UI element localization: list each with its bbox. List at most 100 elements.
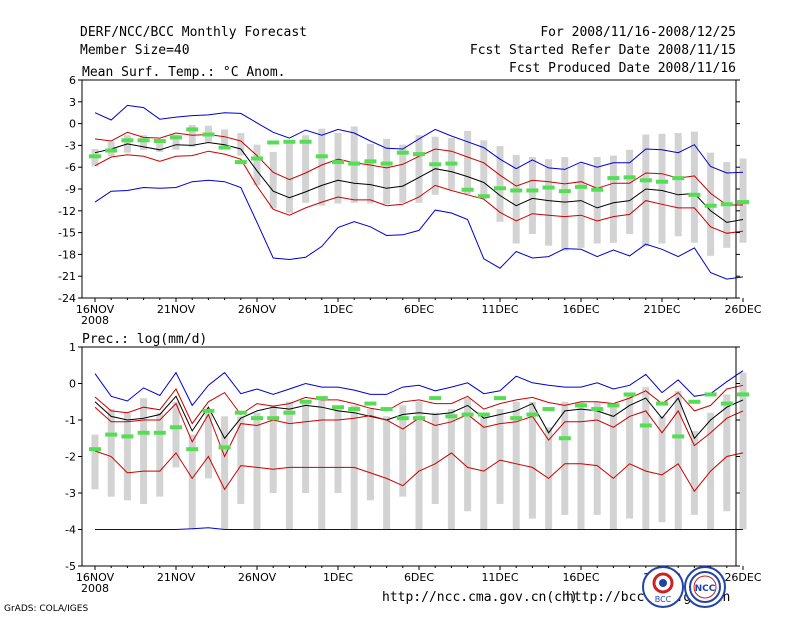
panel2-ensemble-mark <box>558 436 571 441</box>
panel1-ensemble-mark <box>461 187 474 192</box>
panel1-ensemble-mark <box>413 152 425 157</box>
panel1-spread-bar <box>318 128 326 206</box>
panel1-ytick-label: -24 <box>58 292 76 305</box>
panel1-spread-bar <box>658 133 666 244</box>
panel2-series-member-min <box>95 527 743 530</box>
panel2-ytick-label: 1 <box>69 341 76 354</box>
panel1-spread-bar <box>156 141 164 152</box>
panel2-ensemble-mark <box>672 434 685 439</box>
panel2-spread-bar <box>221 416 229 530</box>
panel2-ensemble-mark <box>89 447 101 452</box>
panel1-ensemble-mark <box>251 156 263 161</box>
panel2-spread-bar <box>302 401 310 493</box>
panel1-ensemble-mark <box>186 127 199 132</box>
panel2-ensemble-mark <box>494 396 506 401</box>
panel2-spread-bar <box>561 401 569 515</box>
panel1-ytick-label: -12 <box>58 205 76 218</box>
panel1-spread-bar <box>545 159 553 246</box>
panel2-xtick-label: 26DEC <box>724 571 761 584</box>
panel1-ensemble-mark <box>558 189 571 194</box>
panel1-spread-bar <box>528 157 536 235</box>
panel1-ensemble-mark <box>591 187 604 192</box>
panel1-spread-bar <box>642 134 650 247</box>
panel2-ensemble-mark <box>623 392 636 397</box>
panel2-year-label: 2008 <box>81 582 109 595</box>
panel1-ensemble-mark <box>283 139 296 144</box>
panel1-xtick-label: 21NOV <box>157 303 196 316</box>
panel2-ensemble-mark <box>105 432 118 437</box>
panel1-year-label: 2008 <box>81 314 109 327</box>
panel1-ensemble-mark <box>218 145 231 150</box>
panel2-xtick-label: 16NOV <box>76 571 115 584</box>
panel1-spread-bar <box>383 138 391 205</box>
panel2-spread-bar <box>399 405 407 497</box>
panel2-ensemble-mark <box>607 403 620 408</box>
panel1-spread-bar <box>496 146 504 222</box>
panel2-ensemble-mark <box>639 423 652 428</box>
panel1-ensemble-mark <box>170 135 182 140</box>
panel1-ensemble-mark <box>267 140 280 145</box>
panel2-ensemble-mark <box>186 447 199 452</box>
panel2-spread-bar <box>626 394 634 519</box>
panel2-ensemble-mark <box>704 392 717 397</box>
panel1-ensemble-mark <box>315 154 328 159</box>
panel2-spread-bar <box>156 412 164 497</box>
panel2-xtick-label: 11DEC <box>481 571 518 584</box>
grads-credit: GrADS: COLA/IGES <box>4 604 89 614</box>
panel1-spread-bar <box>399 144 407 203</box>
panel2-ensemble-mark <box>283 410 296 415</box>
panel1-ytick-label: -3 <box>65 139 76 152</box>
panel1-spread-bar <box>253 144 261 186</box>
panel1-spread-bar <box>464 130 472 195</box>
panel2-spread-bar <box>739 372 747 530</box>
panel2-spread-bar <box>285 401 293 530</box>
bcc-logo-text: BCC <box>655 595 672 604</box>
panel2-spread-bar <box>188 434 196 530</box>
panel1-ensemble-mark <box>542 185 555 190</box>
panel2-spread-bar <box>496 409 504 504</box>
forecast-period: For 2008/11/16-2008/12/25 <box>540 25 736 40</box>
panel1-spread-bar <box>415 135 423 203</box>
bcc-logo: BCC <box>642 566 684 608</box>
panel2-ensemble-mark <box>380 407 393 412</box>
panel2-spread-bar <box>366 409 374 501</box>
ncc-url[interactable]: http://ncc.cma.gov.cn(ch) <box>382 590 578 605</box>
panel1-ensemble-mark <box>510 188 523 193</box>
panel1-spread-bar <box>334 133 342 204</box>
panel2-spread-bar <box>577 401 585 530</box>
panel2-spread-bar <box>107 409 115 497</box>
panel1-ytick-label: 6 <box>69 74 76 87</box>
panel2-spread-bar <box>447 409 455 530</box>
panel1-ensemble-mark <box>105 148 118 153</box>
panel2-spread-bar <box>253 412 261 530</box>
panel1-spread-bar <box>237 133 245 156</box>
panel1-ensemble-mark <box>153 139 166 144</box>
panel2-ensemble-mark <box>461 412 474 417</box>
panel2-spread-bar <box>123 412 131 501</box>
panel1-ytick-label: -21 <box>58 270 76 283</box>
panel1-xtick-label: 26DEC <box>724 303 761 316</box>
panel2-ensemble-mark <box>348 407 361 412</box>
panel2-spread-bar <box>415 401 423 530</box>
panel2-spread-bar <box>91 434 99 490</box>
panel2-ensemble-mark <box>299 399 312 404</box>
panel2-xtick-label: 6DEC <box>404 571 434 584</box>
panel2-spread-bar <box>269 405 277 493</box>
panel1-frame <box>81 79 737 299</box>
panel1-ensemble-mark <box>445 161 458 166</box>
panel1-ensemble-mark <box>494 186 506 191</box>
panel1-ensemble-mark <box>737 200 749 205</box>
panel2-spread-bar <box>642 387 650 530</box>
panel1-spread-bar <box>188 125 196 147</box>
panel1-ensemble-mark <box>575 184 587 189</box>
panel2-ensemble-mark <box>413 416 425 421</box>
panel2-spread-bar <box>172 401 180 468</box>
panel1-spread-bar <box>269 151 277 209</box>
panel2-ensemble-mark <box>720 401 733 406</box>
panel2-spread-bar <box>464 398 472 512</box>
panel1-xtick-label: 16NOV <box>76 303 115 316</box>
panel1-spread-bar <box>674 133 682 237</box>
panel1-ensemble-mark <box>348 161 361 166</box>
panel2-ensemble-mark <box>153 430 166 435</box>
panel1-xtick-label: 16DEC <box>562 303 599 316</box>
